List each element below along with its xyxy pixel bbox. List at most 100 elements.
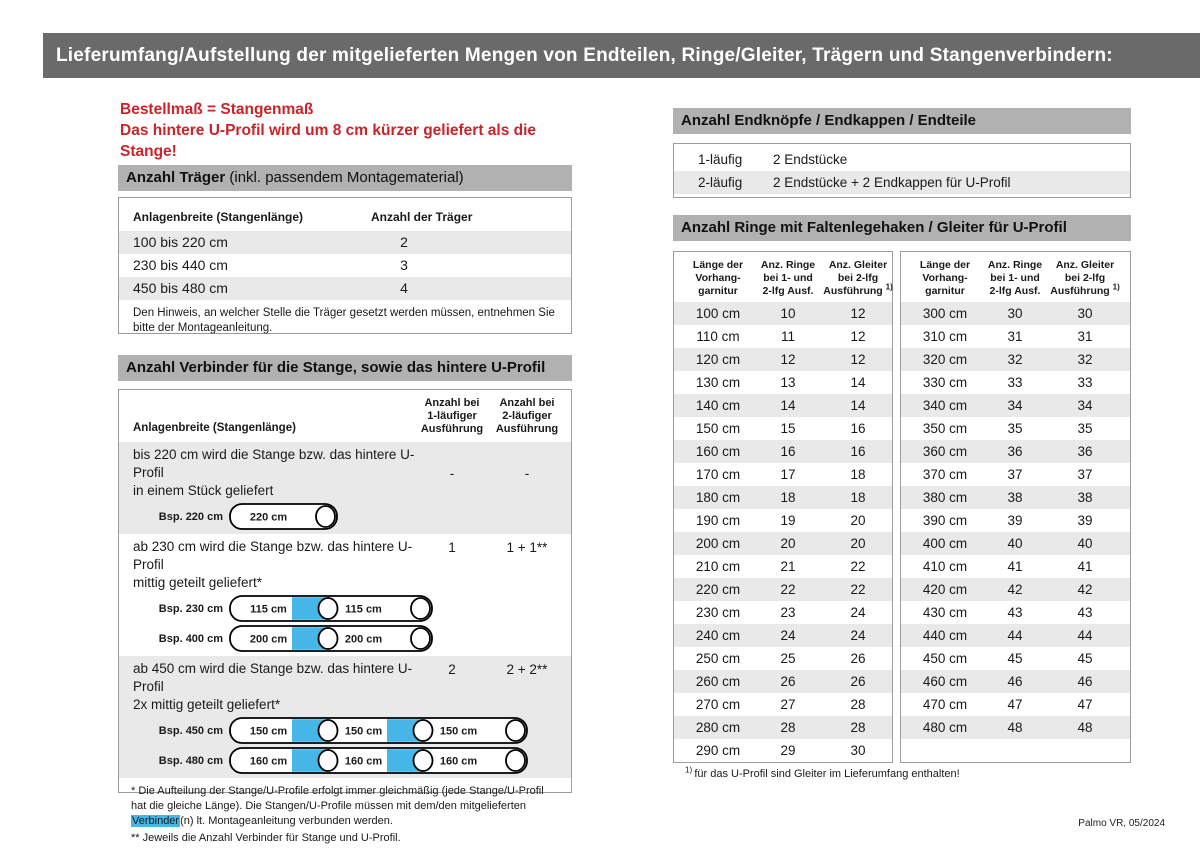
ringe-table-right: Länge der Vorhang- garnitur Anz. Ringe b… (900, 251, 1131, 763)
ringe-row-ringe: 32 (1007, 352, 1023, 367)
ringe-row-gleiter: 33 (1077, 375, 1093, 390)
footnote-text: (n) lt. Montageanleitung verbunden werde… (180, 815, 393, 827)
svg-text:200 cm: 200 cm (345, 634, 383, 646)
verbinder-footnote-2: ** Jeweils die Anzahl Verbinder für Stan… (131, 832, 401, 844)
table-row: 330 cm 33 33 (901, 371, 1130, 394)
ringe-row-gleiter: 18 (850, 467, 866, 482)
ringe-col-laenge: Länge der Vorhang- garnitur (919, 259, 971, 297)
ringe-row-ringe: 33 (1007, 375, 1023, 390)
ringe-row-gleiter: 24 (850, 628, 866, 643)
ringe-row-gleiter: 24 (850, 605, 866, 620)
ringe-row-length: 130 cm (695, 375, 741, 390)
table-row: 400 cm 40 40 (901, 532, 1130, 555)
rod-examples: Bsp. 230 cm 115 cm 115 cm Bsp. 400 cm 200 cm… (119, 595, 571, 652)
ringe-row-length: 300 cm (922, 306, 968, 321)
rod-diagram: 200 cm 200 cm (229, 625, 433, 652)
page-title: Lieferumfang/Aufstellung der mitgeliefer… (56, 44, 1113, 66)
ringe-row-ringe: 39 (1007, 513, 1023, 528)
document-version: Palmo VR, 05/2024 (1078, 818, 1165, 829)
ringe-col-gleiter: Anz. Gleiter bei 2-lfg Ausführung 1) (822, 259, 894, 298)
verbinder-row-text: bis 220 cm wird die Stange bzw. das hint… (133, 447, 415, 498)
table-row: 130 cm 13 14 (674, 371, 892, 394)
ringe-row-length: 170 cm (695, 467, 741, 482)
table-row: 160 cm 16 16 (674, 440, 892, 463)
ringe-row-ringe: 16 (780, 444, 796, 459)
table-row: 470 cm 47 47 (901, 693, 1130, 716)
ringe-row-length: 310 cm (922, 329, 968, 344)
verbinder-footnote-1: * Die Aufteilung der Stange/U-Profile er… (131, 784, 559, 829)
table-row: 210 cm 21 22 (674, 555, 892, 578)
ringe-row-gleiter: 28 (850, 697, 866, 712)
traeger-row-range: 100 bis 220 cm (133, 234, 228, 250)
traeger-table-header: Anlagenbreite (Stangenlänge) Anzahl der … (119, 198, 571, 231)
ringe-col-gleiter-lines: Anz. Gleiter bei 2-lfg (1055, 259, 1115, 284)
ringe-row-gleiter: 28 (850, 720, 866, 735)
svg-text:160 cm: 160 cm (250, 756, 288, 768)
ringe-row-ringe: 30 (1007, 306, 1023, 321)
table-row: 230 bis 440 cm 3 (119, 254, 571, 277)
ringe-row-ringe: 31 (1007, 329, 1023, 344)
table-row: 360 cm 36 36 (901, 440, 1130, 463)
endteile-table: 1-läufig 2 Endstücke 2-läufig 2 Endstück… (673, 143, 1131, 198)
ringe-row-length: 480 cm (922, 720, 968, 735)
table-row: 230 cm 23 24 (674, 601, 892, 624)
ringe-row-length: 290 cm (695, 743, 741, 758)
verbinder-section-title: Anzahl Verbinder für die Stange, sowie d… (126, 359, 546, 376)
ringe-row-ringe: 23 (780, 605, 796, 620)
page-title-bar: Lieferumfang/Aufstellung der mitgeliefer… (43, 33, 1200, 78)
ringe-row-ringe: 12 (780, 352, 796, 367)
endteile-row-parts: 2 Endstücke (773, 152, 848, 167)
ringe-row-ringe: 28 (780, 720, 796, 735)
ringe-row-length: 260 cm (695, 674, 741, 689)
table-row: 240 cm 24 24 (674, 624, 892, 647)
ringe-row-gleiter: 41 (1077, 559, 1093, 574)
ringe-row-ringe: 45 (1007, 651, 1023, 666)
ringe-row-length: 430 cm (922, 605, 968, 620)
rod-example: Bsp. 230 cm 115 cm 115 cm (119, 595, 571, 622)
ringe-row-ringe: 34 (1007, 398, 1023, 413)
ringe-row-ringe: 17 (780, 467, 796, 482)
traeger-row-range: 450 bis 480 cm (133, 280, 228, 296)
ringe-row-ringe: 29 (780, 743, 796, 758)
ringe-row-length: 460 cm (922, 674, 968, 689)
ringe-col-ringe: Anz. Ringe bei 1- und 2-lfg Ausf. (987, 259, 1043, 297)
verbinder-row-ab-230: ab 230 cm wird die Stange bzw. das hinte… (119, 534, 571, 656)
verbinder-row-bis-220: bis 220 cm wird die Stange bzw. das hint… (119, 442, 571, 534)
table-row: 110 cm 11 12 (674, 325, 892, 348)
table-row: 100 bis 220 cm 2 (119, 231, 571, 254)
ringe-row-gleiter: 16 (850, 421, 866, 436)
ringe-row-gleiter: 14 (850, 398, 866, 413)
svg-text:115 cm: 115 cm (345, 604, 382, 616)
ringe-col-laenge: Länge der Vorhang- garnitur (692, 259, 744, 297)
svg-text:220 cm: 220 cm (250, 512, 288, 524)
ringe-row-ringe: 18 (780, 490, 796, 505)
ringe-row-length: 330 cm (922, 375, 968, 390)
traeger-col-anzahl: Anzahl der Träger (371, 210, 473, 224)
table-row: 1-läufig 2 Endstücke (674, 148, 1130, 171)
verbinder-table-header: Anlagenbreite (Stangenlänge) Anzahl bei … (119, 390, 571, 442)
ringe-row-length: 200 cm (695, 536, 741, 551)
traeger-section-subtitle: (inkl. passendem Montagematerial) (225, 169, 464, 186)
table-row: 440 cm 44 44 (901, 624, 1130, 647)
table-row: 290 cm 29 30 (674, 739, 892, 762)
ringe-col-gleiter-line3: Ausführung (1050, 285, 1113, 297)
ringe-row-length: 320 cm (922, 352, 968, 367)
table-row: 300 cm 30 30 (901, 302, 1130, 325)
table-row: 260 cm 26 26 (674, 670, 892, 693)
verbinder-row-text: ab 450 cm wird die Stange bzw. das hinte… (133, 661, 413, 712)
table-row: 270 cm 27 28 (674, 693, 892, 716)
ringe-row-gleiter: 42 (1077, 582, 1093, 597)
endteile-table-body: 1-läufig 2 Endstücke 2-läufig 2 Endstück… (674, 148, 1130, 194)
traeger-row-count: 4 (400, 280, 408, 296)
ringe-row-ringe: 20 (780, 536, 796, 551)
table-row: 410 cm 41 41 (901, 555, 1130, 578)
table-row: 380 cm 38 38 (901, 486, 1130, 509)
table-row: 340 cm 34 34 (901, 394, 1130, 417)
ringe-table-header: Länge der Vorhang- garnitur Anz. Ringe b… (901, 252, 1130, 302)
svg-text:150 cm: 150 cm (440, 726, 478, 738)
ringe-row-gleiter: 32 (1077, 352, 1093, 367)
ringe-row-length: 400 cm (922, 536, 968, 551)
traeger-table: Anlagenbreite (Stangenlänge) Anzahl der … (118, 197, 572, 334)
ringe-row-length: 110 cm (696, 329, 740, 344)
ringe-row-length: 230 cm (695, 605, 741, 620)
